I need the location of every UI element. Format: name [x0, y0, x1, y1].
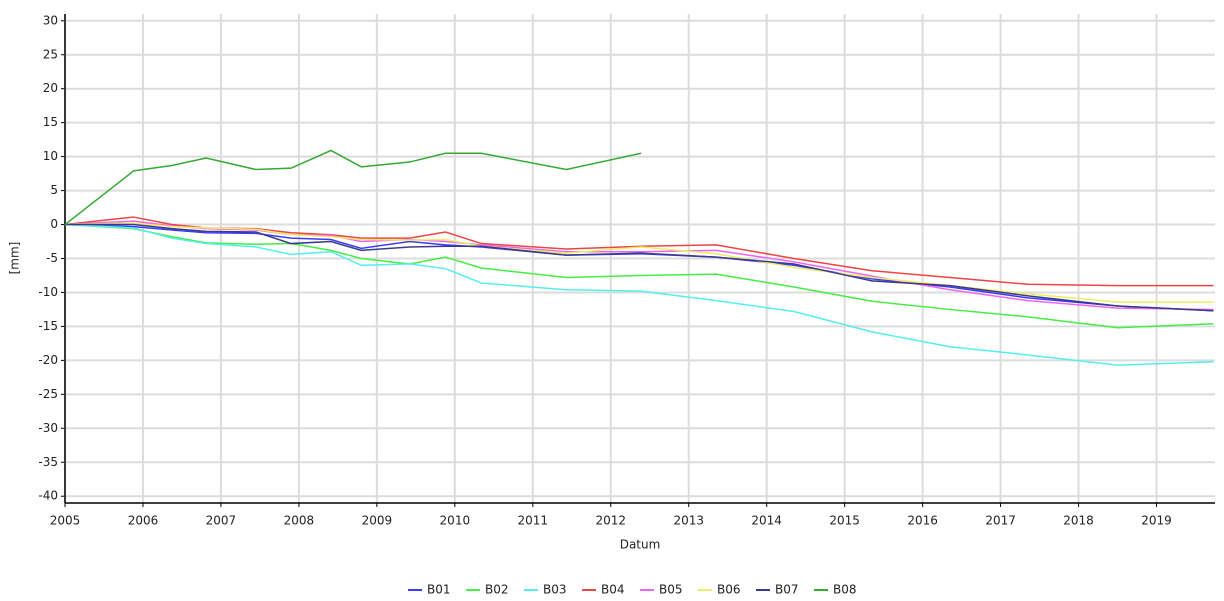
y-tick-label: -40 [38, 489, 58, 503]
y-tick-label: 5 [50, 183, 58, 197]
x-tick-label: 2007 [206, 514, 237, 528]
x-tick-label: 2010 [440, 514, 471, 528]
legend-label: B06 [717, 583, 741, 597]
x-tick-label: 2012 [595, 514, 626, 528]
y-tick-label: -35 [38, 455, 58, 469]
legend-label: B03 [543, 583, 567, 597]
y-tick-label: -10 [38, 285, 58, 299]
y-tick-label: 25 [43, 47, 58, 61]
series-line [64, 149, 642, 226]
x-tick-label: 2008 [284, 514, 315, 528]
y-tick-label: -15 [38, 319, 58, 333]
x-tick-label: 2018 [1063, 514, 1094, 528]
y-tick-label: -25 [38, 387, 58, 401]
y-tick-label: -30 [38, 421, 58, 435]
legend-label: B05 [659, 583, 683, 597]
x-tick-label: 2006 [128, 514, 159, 528]
x-tick-label: 2011 [518, 514, 549, 528]
x-tick-label: 2015 [829, 514, 860, 528]
series-line [65, 223, 1214, 312]
x-axis-label: Datum [620, 538, 661, 552]
x-tick-label: 2017 [985, 514, 1016, 528]
y-tick-label: -20 [38, 353, 58, 367]
legend-label: B04 [601, 583, 625, 597]
y-tick-label: 15 [43, 115, 58, 129]
legend-label: B08 [833, 583, 857, 597]
y-tick-label: -5 [46, 251, 58, 265]
y-tick-label: 30 [43, 13, 58, 27]
y-tick-label: 10 [43, 149, 58, 163]
y-axis-label: [mm] [8, 242, 22, 275]
series-line [64, 223, 1214, 366]
series-line [64, 222, 1214, 303]
series-line [64, 220, 1214, 311]
legend-label: B02 [485, 583, 509, 597]
x-tick-label: 2009 [362, 514, 393, 528]
x-tick-label: 2016 [907, 514, 938, 528]
y-tick-label: 20 [43, 81, 58, 95]
x-tick-label: 2013 [673, 514, 704, 528]
legend-label: B07 [775, 583, 799, 597]
legend-label: B01 [427, 583, 451, 597]
series-line [64, 223, 1214, 329]
y-tick-label: 0 [50, 217, 58, 231]
x-tick-label: 2019 [1141, 514, 1172, 528]
x-tick-label: 2005 [50, 514, 81, 528]
x-tick-label: 2014 [751, 514, 782, 528]
